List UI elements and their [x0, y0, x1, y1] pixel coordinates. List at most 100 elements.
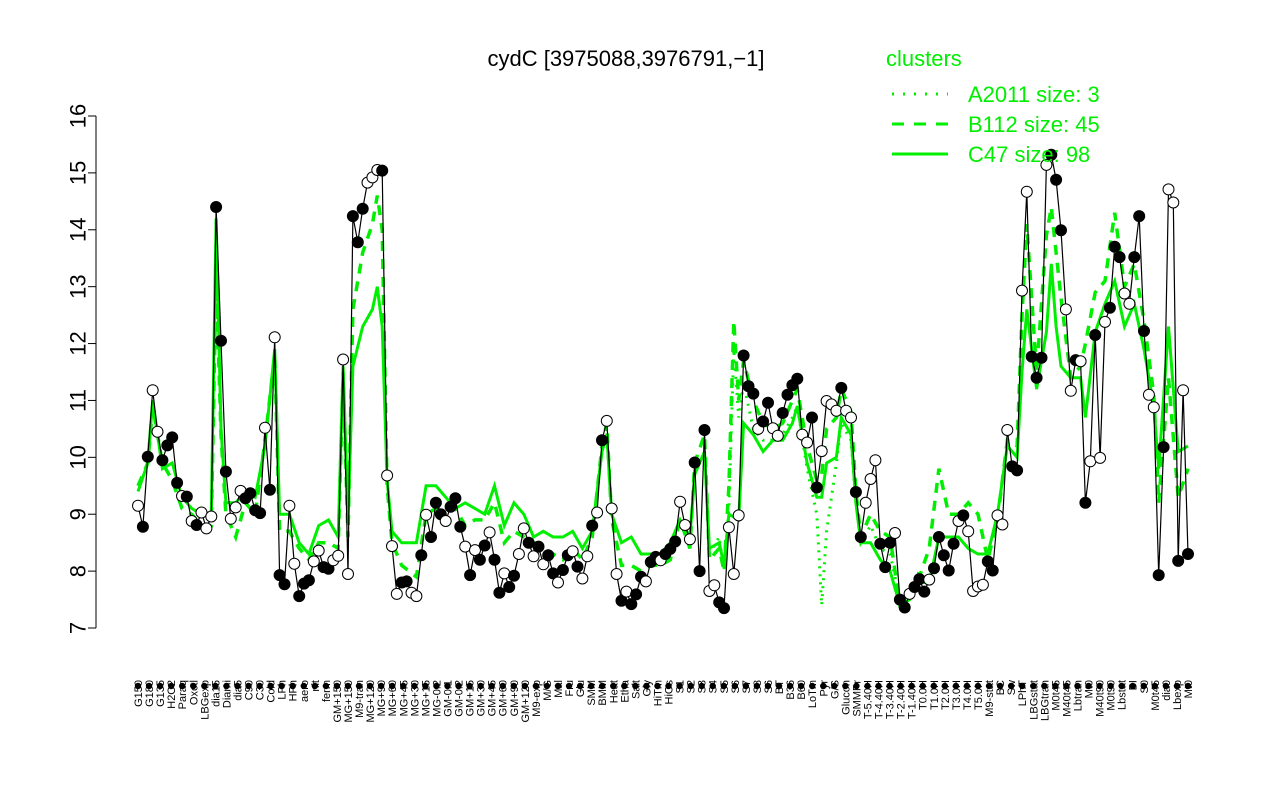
- x-tick-mark: [576, 682, 584, 690]
- data-point: [1016, 284, 1028, 297]
- x-tick-label: B36: [785, 680, 797, 700]
- x-tick-mark: [565, 682, 573, 690]
- x-tick-label: Glu: [575, 680, 587, 697]
- x-tick-mark: [300, 682, 307, 690]
- data-point: [259, 421, 271, 434]
- x-tick-mark: [1052, 682, 1059, 690]
- x-tick-mark: [532, 682, 540, 690]
- data-point: [718, 602, 730, 615]
- x-tick-label: dia15: [210, 680, 222, 707]
- data-point: [508, 569, 520, 582]
- data-point: [386, 540, 398, 553]
- data-point: [498, 567, 511, 580]
- data-point: [1040, 158, 1053, 171]
- x-tick-mark: [344, 682, 352, 690]
- x-tick-label: MG+90: [376, 680, 388, 716]
- data-point: [263, 483, 276, 496]
- x-tick-label: G135: [155, 680, 167, 707]
- x-tick-mark: [134, 682, 142, 690]
- x-tick-mark: [289, 682, 296, 690]
- x-tick-mark: [930, 682, 937, 690]
- cluster-line-dashed: [136, 195, 1190, 609]
- x-tick-mark: [1074, 682, 1081, 690]
- data-point: [1025, 350, 1038, 363]
- data-point: [512, 548, 525, 560]
- x-tick-label: dia0: [1161, 680, 1173, 701]
- x-tick-label: S2: [686, 680, 698, 693]
- data-point: [337, 353, 350, 366]
- data-point: [503, 581, 516, 593]
- data-point: [937, 549, 950, 562]
- data-point: [517, 522, 530, 535]
- x-tick-mark: [156, 682, 164, 690]
- x-tick-mark: [610, 682, 617, 690]
- x-tick-label: S3: [697, 680, 709, 693]
- x-tick-mark: [389, 682, 396, 690]
- x-tick-label: Mt0: [1084, 680, 1096, 698]
- x-tick-mark: [245, 682, 252, 690]
- x-tick-mark: [1085, 682, 1092, 690]
- data-point: [136, 520, 149, 533]
- data-point: [722, 521, 735, 534]
- x-tick-mark: [554, 682, 562, 690]
- x-tick-label: BI: [1128, 680, 1140, 690]
- data-point: [469, 544, 481, 557]
- x-tick-label: HPh: [288, 680, 300, 701]
- data-point: [346, 210, 359, 223]
- profile-line: [137, 152, 1189, 610]
- x-tick-label: MG+150: [343, 680, 355, 723]
- data-point: [806, 411, 818, 424]
- data-point: [566, 545, 579, 558]
- data-point: [1055, 224, 1067, 237]
- x-tick-label: BMM: [597, 680, 609, 706]
- data-point: [351, 236, 364, 249]
- data-point: [605, 502, 618, 515]
- x-tick-mark: [753, 682, 761, 690]
- data-point: [576, 572, 589, 585]
- x-tick-mark: [963, 682, 971, 690]
- data-point: [762, 396, 774, 409]
- data-point: [473, 553, 486, 566]
- data-point: [1142, 388, 1155, 401]
- x-tick-mark: [179, 682, 186, 690]
- data-point: [810, 481, 823, 494]
- x-tick-label: T4.0H: [962, 680, 974, 710]
- x-tick-mark: [499, 682, 506, 690]
- x-tick-label: Oxctl: [188, 680, 200, 705]
- data-point: [1103, 301, 1116, 314]
- x-tick-mark: [190, 682, 197, 690]
- data-point: [884, 536, 897, 549]
- x-tick-label: SMM: [586, 680, 598, 706]
- y-tick-label: 7: [66, 622, 91, 634]
- data-point: [425, 531, 437, 543]
- x-tick-label: LPhT: [1017, 680, 1029, 707]
- x-tick-mark: [665, 682, 672, 690]
- x-tick-label: M9-stat: [984, 680, 996, 717]
- x-tick-label: aero: [299, 680, 311, 702]
- data-point: [586, 519, 599, 532]
- data-point: [683, 533, 696, 546]
- x-tick-mark: [985, 682, 993, 690]
- x-tick-label: LBGexp: [199, 680, 211, 720]
- data-point: [381, 469, 394, 482]
- x-tick-label: Lbexp: [1172, 680, 1184, 710]
- data-point: [639, 575, 652, 588]
- data-point: [420, 508, 433, 521]
- data-point: [449, 492, 462, 505]
- data-point: [273, 569, 286, 582]
- x-tick-mark: [1151, 682, 1159, 690]
- x-tick-mark: [1140, 682, 1147, 690]
- data-point: [732, 509, 745, 522]
- x-tick-label: LoTm: [807, 680, 819, 708]
- data-point: [141, 450, 154, 463]
- x-tick-mark: [1118, 682, 1125, 690]
- x-tick-mark: [1129, 682, 1136, 690]
- y-tick-label: 15: [66, 161, 91, 185]
- x-tick-mark: [864, 682, 871, 690]
- x-tick-mark: [234, 682, 241, 690]
- data-point: [845, 411, 857, 424]
- data-point: [1177, 384, 1190, 397]
- x-tick-label: Lbstat: [1117, 680, 1129, 710]
- data-point: [1133, 210, 1146, 223]
- data-point: [1113, 251, 1126, 264]
